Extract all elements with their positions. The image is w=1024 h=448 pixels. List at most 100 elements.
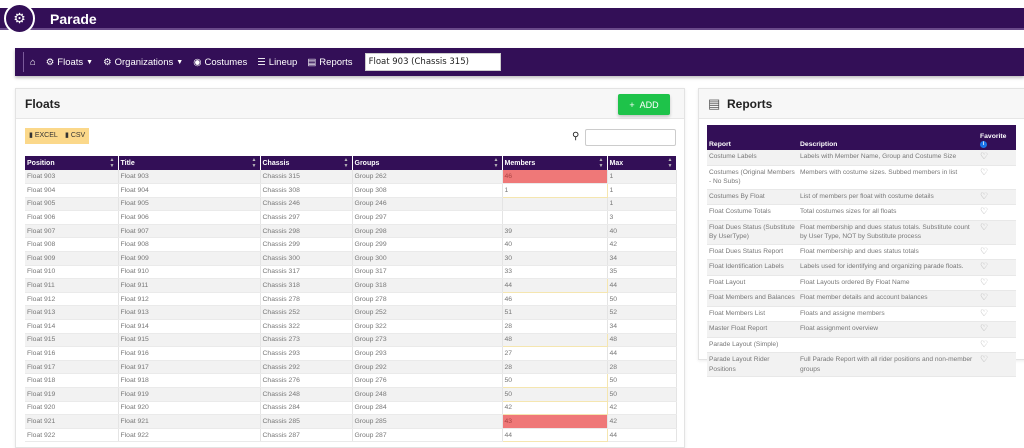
table-row[interactable]: Float 919 Float 919 Chassis 248 Group 248 50… — [25, 387, 677, 402]
sort-icon: ▲ ▼ — [598, 157, 604, 169]
heart-icon[interactable]: ♡ — [980, 206, 989, 216]
table-row[interactable]: Float 909 Float 909 Chassis 300 Group 300 30… — [25, 251, 677, 266]
report-row[interactable]: Float Layout Float Layouts ordered By Flo… — [707, 275, 1016, 291]
cell-max: 44 — [607, 346, 677, 361]
excel-label: EXCEL — [34, 132, 58, 139]
report-name[interactable]: Costumes By Float — [707, 189, 798, 205]
col-groups[interactable]: Groups ▲ ▼ — [352, 156, 503, 170]
report-row[interactable]: Costumes (Original Members - No Subs) Mem… — [707, 165, 1016, 190]
table-row[interactable]: Float 921 Float 921 Chassis 285 Group 285 43… — [25, 414, 677, 429]
table-row[interactable]: Float 922 Float 922 Chassis 287 Group 287 44… — [25, 427, 677, 443]
table-row[interactable]: Float 913 Float 913 Chassis 252 Group 252 51… — [25, 305, 677, 321]
favorite-cell: ♡ — [978, 165, 1016, 190]
report-name[interactable]: Float Layout — [707, 275, 798, 291]
add-button[interactable]: + ADD — [618, 94, 670, 115]
cell-max: 42 — [607, 414, 677, 429]
report-row[interactable]: Float Costume Totals Total costumes sizes… — [707, 204, 1016, 221]
col-members[interactable]: Members ▲ ▼ — [502, 156, 608, 170]
float-search-input[interactable] — [364, 53, 501, 71]
report-name[interactable]: Float Members and Balances — [707, 290, 798, 307]
heart-icon[interactable]: ♡ — [980, 261, 989, 271]
table-row[interactable]: Float 918 Float 918 Chassis 276 Group 276 50… — [25, 373, 677, 388]
report-name[interactable]: Float Members List — [707, 306, 798, 322]
heart-icon[interactable]: ♡ — [980, 307, 989, 318]
nav-reports[interactable]: ▤ Reports — [307, 57, 352, 68]
favorite-cell: ♡ — [978, 337, 1016, 353]
report-name[interactable]: Float Identification Labels — [707, 259, 798, 276]
heart-icon[interactable]: ♡ — [980, 276, 989, 287]
nav-floats[interactable]: ⚙ Floats ▼ — [46, 57, 93, 68]
tractor-icon[interactable]: ⚙ — [4, 3, 35, 34]
heart-icon[interactable]: ♡ — [980, 151, 989, 161]
report-name[interactable]: Costume Labels — [707, 150, 798, 166]
col-report[interactable]: Report — [707, 125, 798, 150]
report-row[interactable]: Float Members and Balances Float member d… — [707, 290, 1016, 307]
nav-label: Reports — [319, 56, 353, 68]
table-row[interactable]: Float 905 Float 905 Chassis 246 Group 246 1 — [25, 197, 677, 212]
cell-title: Float 917 — [118, 360, 261, 375]
report-row[interactable]: Master Float Report Float assignment over… — [707, 321, 1016, 338]
nav-home[interactable]: ⌂ — [30, 57, 36, 68]
heart-icon[interactable]: ♡ — [980, 292, 989, 302]
col-title[interactable]: Title ▲ ▼ — [118, 156, 261, 170]
cell-chassis: Chassis 298 — [260, 224, 353, 239]
info-icon[interactable]: i — [980, 141, 987, 148]
report-row[interactable]: Float Dues Status (Substitute By UserTyp… — [707, 220, 1016, 245]
report-row[interactable]: Parade Layout (Simple) ♡ — [707, 337, 1016, 353]
csv-export-button[interactable]: ▮ CSV — [61, 128, 90, 144]
table-row[interactable]: Float 908 Float 908 Chassis 299 Group 299 40… — [25, 237, 677, 253]
table-row[interactable]: Float 912 Float 912 Chassis 278 Group 278 46… — [25, 292, 677, 307]
table-row[interactable]: Float 917 Float 917 Chassis 292 Group 292 28… — [25, 360, 677, 375]
col-position[interactable]: Position ▲ ▼ — [25, 156, 119, 170]
report-name[interactable]: Float Costume Totals — [707, 204, 798, 221]
table-row[interactable]: Float 903 Float 903 Chassis 315 Group 262 46… — [25, 170, 677, 185]
table-row[interactable]: Float 904 Float 904 Chassis 308 Group 308 1 1 — [25, 183, 677, 198]
cell-chassis: Chassis 278 — [260, 292, 353, 307]
table-search-input[interactable] — [585, 129, 676, 146]
report-row[interactable]: Costume Labels Labels with Member Name, G… — [707, 150, 1016, 166]
report-row[interactable]: Float Identification Labels Labels used f… — [707, 259, 1016, 276]
report-name[interactable]: Costumes (Original Members - No Subs) — [707, 165, 798, 190]
col-description[interactable]: Description — [798, 125, 978, 150]
sort-icon: ▲ ▼ — [109, 157, 115, 169]
report-name[interactable]: Float Dues Status (Substitute By UserTyp… — [707, 220, 798, 245]
col-chassis[interactable]: Chassis ▲ ▼ — [260, 156, 353, 170]
nav-organizations[interactable]: ⚙ Organizations ▼ — [103, 57, 183, 68]
col-max[interactable]: Max ▲ ▼ — [607, 156, 677, 170]
favorite-cell: ♡ — [978, 150, 1016, 166]
cell-title: Float 915 — [118, 333, 261, 348]
sort-icon: ▲ ▼ — [251, 157, 257, 169]
report-row[interactable]: Float Dues Status Report Float membership… — [707, 244, 1016, 260]
cell-groups: Group 287 — [352, 428, 503, 443]
table-row[interactable]: Float 915 Float 915 Chassis 273 Group 273 48… — [25, 332, 677, 348]
report-row[interactable]: Parade Layout Rider Positions Full Parade… — [707, 352, 1016, 377]
nav-costumes[interactable]: ◉ Costumes — [193, 57, 247, 68]
cell-max: 1 — [607, 183, 677, 198]
excel-export-button[interactable]: ▮ EXCEL — [25, 128, 62, 144]
table-row[interactable]: Float 920 Float 920 Chassis 284 Group 284 42… — [25, 400, 677, 416]
report-name[interactable]: Parade Layout (Simple) — [707, 337, 798, 353]
table-row[interactable]: Float 914 Float 914 Chassis 322 Group 322 28… — [25, 319, 677, 334]
table-row[interactable]: Float 910 Float 910 Chassis 317 Group 317 33… — [25, 265, 677, 280]
cell-chassis: Chassis 299 — [260, 237, 353, 253]
nav-lineup[interactable]: ☰ Lineup — [257, 57, 297, 68]
report-name[interactable]: Master Float Report — [707, 321, 798, 338]
heart-icon[interactable]: ♡ — [980, 221, 989, 232]
heart-icon[interactable]: ♡ — [980, 190, 989, 201]
table-row[interactable]: Float 916 Float 916 Chassis 293 Group 293 27… — [25, 346, 677, 361]
report-row[interactable]: Costumes By Float List of members per flo… — [707, 189, 1016, 205]
heart-icon[interactable]: ♡ — [980, 323, 989, 333]
report-row[interactable]: Float Members List Floats and assigne mem… — [707, 306, 1016, 322]
col-favorite[interactable]: Favorite i — [978, 125, 1016, 150]
heart-icon[interactable]: ♡ — [980, 338, 989, 349]
report-name[interactable]: Parade Layout Rider Positions — [707, 352, 798, 377]
table-row[interactable]: Float 911 Float 911 Chassis 318 Group 318 44… — [25, 278, 677, 293]
favorite-cell: ♡ — [978, 275, 1016, 291]
table-row[interactable]: Float 907 Float 907 Chassis 298 Group 298 39… — [25, 224, 677, 239]
table-row[interactable]: Float 906 Float 906 Chassis 297 Group 297 3 — [25, 210, 677, 225]
report-description: Float assignment overview — [798, 321, 978, 338]
heart-icon[interactable]: ♡ — [980, 245, 989, 256]
heart-icon[interactable]: ♡ — [980, 166, 989, 177]
heart-icon[interactable]: ♡ — [980, 354, 989, 364]
report-name[interactable]: Float Dues Status Report — [707, 244, 798, 260]
